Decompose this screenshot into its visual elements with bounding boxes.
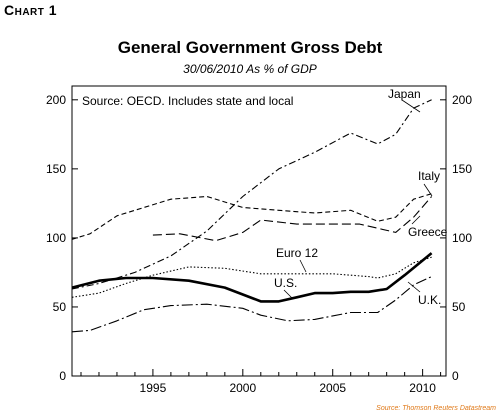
y-tick-label-right: 150: [452, 162, 472, 176]
source-note: Source: OECD. Includes state and local: [82, 94, 293, 108]
series-label-us: U.S.: [274, 276, 297, 290]
series-line-italy: [71, 193, 432, 240]
series-label-euro12: Euro 12: [276, 246, 318, 260]
series-label-uk: U.K.: [418, 293, 441, 307]
chart-subtitle: 30/06/2010 As % of GDP: [183, 62, 317, 76]
x-tick-label: 2005: [319, 381, 346, 395]
x-tick-label: 2010: [409, 381, 436, 395]
data-source: Source: Thomson Reuters Datastream: [376, 405, 496, 412]
plot-frame: [71, 85, 447, 377]
y-tick-label-right: 100: [452, 231, 472, 245]
series-line-japan: [71, 99, 432, 290]
series-line-greece: [152, 196, 433, 242]
chart-title: General Government Gross Debt: [117, 38, 383, 57]
y-axis-right: 0 50 100 150 200: [440, 93, 472, 383]
y-tick-label-left: 200: [46, 93, 66, 107]
y-tick-label-left: 150: [46, 162, 66, 176]
leader-greece: [411, 215, 421, 225]
series-label-japan: Japan: [388, 87, 421, 101]
y-tick-label-left: 50: [53, 300, 67, 314]
series-line-euro-12: [71, 256, 432, 298]
series-line-u-k: [71, 276, 432, 333]
y-tick-label-right: 200: [452, 93, 472, 107]
series-label-italy: Italy: [418, 169, 440, 183]
leader-uk: [407, 281, 421, 293]
y-tick-label-right: 0: [452, 369, 459, 383]
y-axis-left: 0 50 100 150 200: [46, 93, 78, 383]
leader-japan: [401, 99, 421, 113]
series-line-u-s: [71, 252, 433, 303]
y-tick-label-left: 100: [46, 231, 66, 245]
leader-italy: [423, 183, 433, 197]
y-tick-label-right: 50: [452, 300, 466, 314]
x-tick-label: 1995: [140, 381, 167, 395]
x-axis: 1995 2000 2005 2010: [80, 369, 442, 395]
x-tick-label: 2000: [229, 381, 256, 395]
chart-number-label: Chart 1: [4, 2, 58, 18]
series-label-greece: Greece: [408, 225, 448, 239]
y-tick-label-left: 0: [59, 369, 66, 383]
leader-us: [283, 289, 293, 299]
leader-euro12: [299, 259, 307, 273]
series-layer: [71, 99, 433, 333]
